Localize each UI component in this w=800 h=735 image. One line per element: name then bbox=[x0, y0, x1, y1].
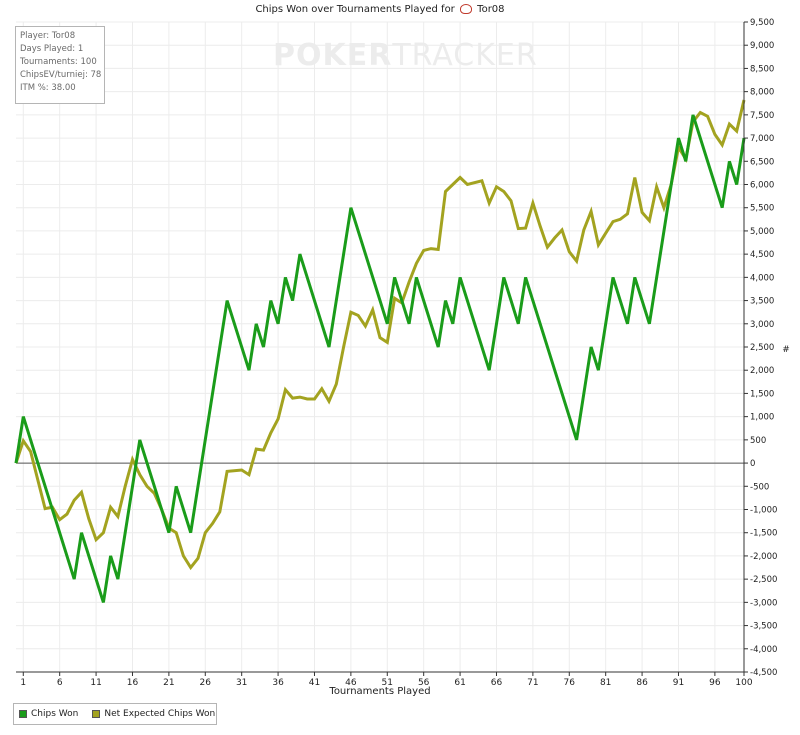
y-tick-label: 5,500 bbox=[750, 204, 774, 214]
x-tick-label: 46 bbox=[345, 678, 357, 688]
y-tick-label: -4,000 bbox=[750, 645, 777, 655]
x-tick-label: 26 bbox=[200, 678, 212, 688]
x-tick-label: 71 bbox=[527, 678, 538, 688]
y-tick-label: -4,500 bbox=[750, 668, 777, 678]
watermark-poker: POKER bbox=[273, 38, 393, 73]
legend-label-net-expected: Net Expected Chips Won bbox=[104, 709, 216, 719]
y-tick-label: -500 bbox=[750, 482, 769, 492]
legend-swatch-net-expected bbox=[92, 710, 101, 718]
x-tick-label: 56 bbox=[418, 678, 430, 688]
x-tick-label: 31 bbox=[236, 678, 247, 688]
pokertracker-watermark: POKERTRACKER bbox=[273, 38, 538, 73]
y-axis-title: # bbox=[782, 345, 790, 355]
player-info-box: Player: Tor08 Days Played: 1 Tournaments… bbox=[15, 26, 105, 104]
y-tick-label: -2,500 bbox=[750, 575, 777, 585]
y-tick-label: 7,000 bbox=[750, 134, 774, 144]
legend-item-net-expected[interactable]: Net Expected Chips Won bbox=[92, 709, 215, 719]
legend-label-chips-won: Chips Won bbox=[31, 709, 79, 719]
grid-lines bbox=[16, 21, 745, 673]
x-tick-label: 6 bbox=[57, 678, 63, 688]
y-tick-label: 0 bbox=[750, 459, 755, 469]
x-tick-label: 100 bbox=[735, 678, 752, 688]
watermark-tracker: TRACKER bbox=[392, 38, 538, 73]
y-tick-label: 6,000 bbox=[750, 181, 774, 191]
info-itm: ITM %: 38.00 bbox=[20, 83, 76, 93]
x-tick-label: 96 bbox=[709, 678, 721, 688]
y-tick-label: 9,500 bbox=[750, 18, 774, 28]
x-tick-label: 61 bbox=[454, 678, 465, 688]
legend-item-chips-won[interactable]: Chips Won bbox=[19, 709, 78, 719]
y-tick-labels: -4,500 -4,000 -3,500 -3,000 -2,500 -2,000 -1,5… bbox=[744, 18, 790, 678]
y-tick-label: 8,500 bbox=[750, 64, 774, 74]
y-tick-label: -1,000 bbox=[750, 506, 777, 516]
x-tick-label: 21 bbox=[163, 678, 174, 688]
y-tick-label: -1,500 bbox=[750, 529, 777, 539]
x-tick-label: 16 bbox=[127, 678, 139, 688]
x-tick-label: 51 bbox=[382, 678, 393, 688]
x-tick-label: 41 bbox=[309, 678, 320, 688]
y-tick-label: 3,000 bbox=[750, 320, 774, 330]
x-tick-label: 91 bbox=[673, 678, 684, 688]
chart-title-player: Tor08 bbox=[477, 4, 505, 15]
x-tick-label: 1 bbox=[20, 678, 26, 688]
y-tick-label: 1,000 bbox=[750, 413, 774, 423]
x-tick-label: 81 bbox=[600, 678, 611, 688]
info-tournaments: Tournaments: 100 bbox=[20, 57, 97, 67]
series-line-net-expected-chips-won bbox=[14, 99, 746, 571]
x-tick-label: 36 bbox=[272, 678, 284, 688]
info-chips-ev: ChipsEV/turniej: 78 bbox=[20, 70, 102, 80]
y-tick-label: 2,000 bbox=[750, 366, 774, 376]
x-tick-label: 86 bbox=[636, 678, 648, 688]
y-tick-label: 3,500 bbox=[750, 297, 774, 307]
y-tick-label: 7,500 bbox=[750, 111, 774, 121]
chart-title: Chips Won over Tournaments Played for To… bbox=[0, 4, 760, 15]
y-tick-label: 1,500 bbox=[750, 389, 774, 399]
x-tick-label: 66 bbox=[491, 678, 503, 688]
legend: Chips Won Net Expected Chips Won bbox=[13, 703, 217, 725]
poker-chip-icon bbox=[459, 4, 472, 14]
y-tick-label: -3,000 bbox=[750, 598, 777, 608]
chart-title-prefix: Chips Won over Tournaments Played for bbox=[255, 4, 455, 15]
series-lines bbox=[14, 99, 746, 603]
info-player: Player: Tor08 bbox=[20, 31, 76, 41]
y-tick-label: 5,000 bbox=[750, 227, 774, 237]
y-tick-label: -2,000 bbox=[750, 552, 777, 562]
legend-swatch-chips-won bbox=[19, 710, 27, 718]
info-days-played: Days Played: 1 bbox=[20, 44, 84, 54]
x-tick-labels: 1 6 11 16 21 26 31 36 41 46 51 56 61 66 71 76 81 86 91 96 10… bbox=[20, 672, 753, 688]
y-tick-label: 2,500 bbox=[750, 343, 774, 353]
series-line-chips-won bbox=[14, 114, 746, 603]
y-tick-label: 6,500 bbox=[750, 157, 774, 167]
x-tick-label: 76 bbox=[564, 678, 576, 688]
y-tick-label: 4,000 bbox=[750, 273, 774, 283]
x-tick-label: 11 bbox=[90, 678, 101, 688]
y-tick-label: -3,500 bbox=[750, 622, 777, 632]
y-tick-label: 8,000 bbox=[750, 88, 774, 98]
y-tick-label: 500 bbox=[750, 436, 766, 446]
x-axis-title: Tournaments Played bbox=[329, 686, 431, 697]
y-tick-label: 9,000 bbox=[750, 41, 774, 51]
y-tick-label: 4,500 bbox=[750, 250, 774, 260]
